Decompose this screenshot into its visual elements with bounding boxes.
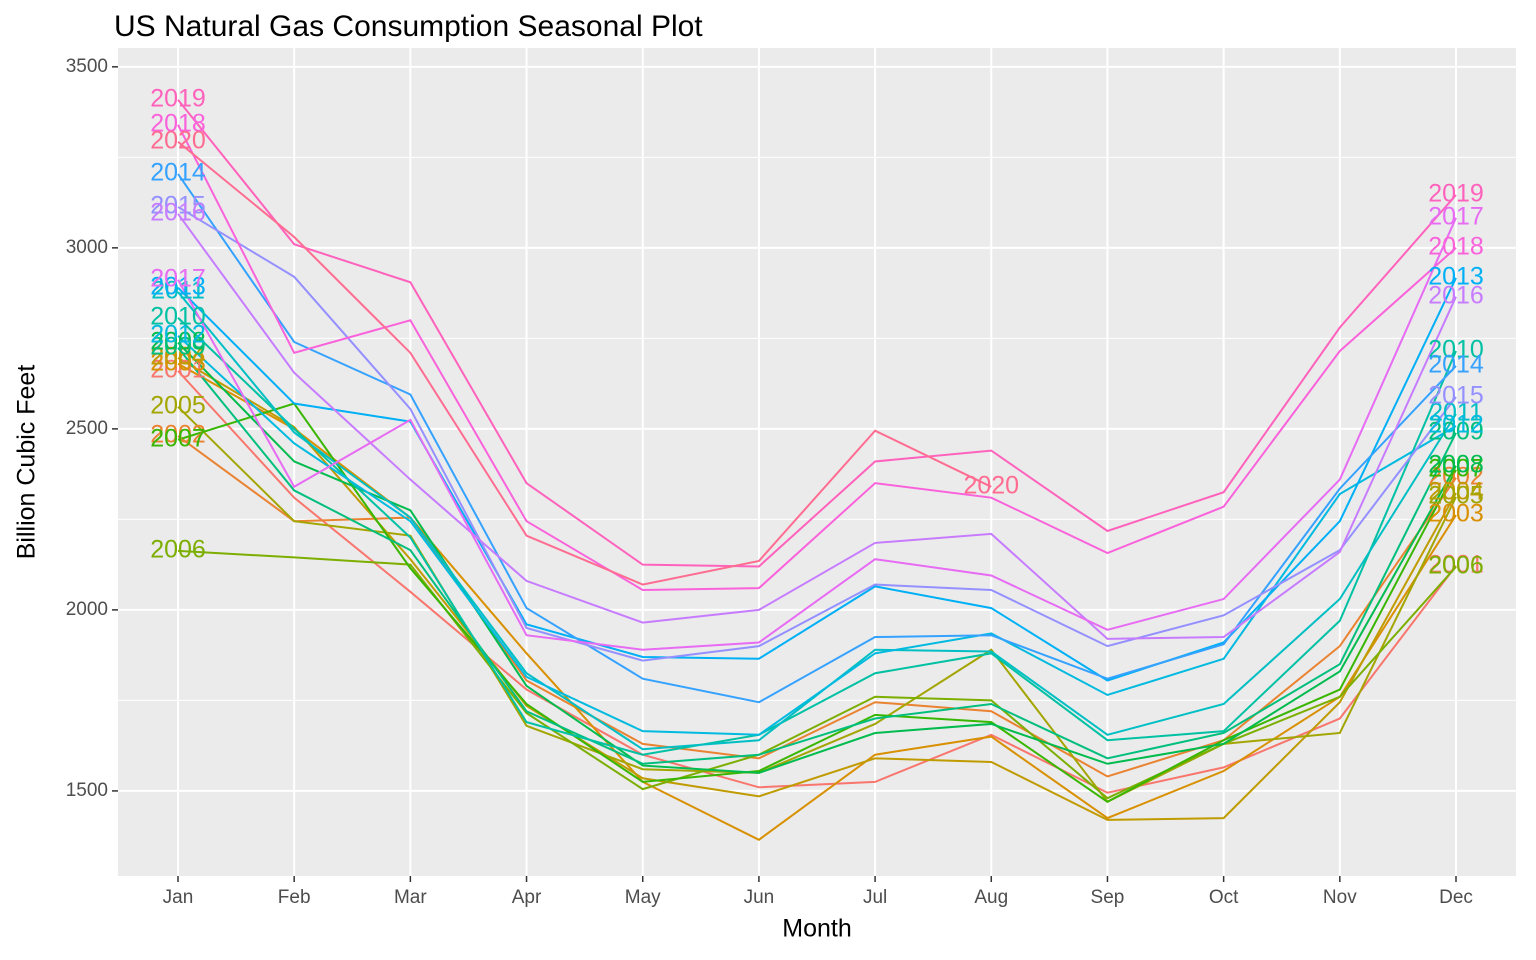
x-axis-label: Month xyxy=(782,915,851,943)
x-tick-label: Jan xyxy=(163,887,194,908)
series-line xyxy=(177,213,1457,640)
x-tick-label: Feb xyxy=(278,887,311,908)
series-label: 2015 xyxy=(1428,382,1484,410)
series-label: 2011 xyxy=(1429,399,1483,427)
y-tick-label: 3500 xyxy=(66,56,108,77)
series-label: 2003 xyxy=(150,348,206,376)
x-tick-label: Oct xyxy=(1209,887,1239,908)
series-line xyxy=(177,140,992,586)
series-label: 2002 xyxy=(1428,462,1484,490)
series-label: 2017 xyxy=(1428,202,1484,230)
series-label: 2012 xyxy=(150,320,206,348)
x-tick-label: Aug xyxy=(974,887,1008,908)
series-line xyxy=(177,206,1457,662)
x-tick-label: May xyxy=(625,887,661,908)
series-label: 2007 xyxy=(150,424,206,452)
series-label: 2008 xyxy=(1428,450,1484,478)
series-label: 2020 xyxy=(150,126,206,154)
series-label: 2016 xyxy=(150,198,206,226)
x-tick-label: Sep xyxy=(1091,887,1125,908)
series-line xyxy=(177,357,1457,821)
y-axis-label: Billion Cubic Feet xyxy=(13,365,41,560)
series-label: 2018 xyxy=(150,109,206,137)
chart-title: US Natural Gas Consumption Seasonal Plot xyxy=(114,10,703,43)
series-label: 2010 xyxy=(150,302,206,330)
series-label: 2002 xyxy=(150,421,206,449)
series-label: 2010 xyxy=(1428,336,1484,364)
series-line xyxy=(177,124,1457,591)
series-label: 2003 xyxy=(1428,500,1484,528)
series-line xyxy=(177,217,1457,651)
series-line xyxy=(177,99,1457,568)
series-line xyxy=(177,549,1457,800)
series-label: 2014 xyxy=(1428,350,1484,378)
series-label: 2005 xyxy=(150,391,206,419)
x-tick-label: Jun xyxy=(744,887,775,908)
series-label: 2013 xyxy=(150,272,206,300)
y-tick-label: 3000 xyxy=(66,237,108,258)
x-tick-label: Jul xyxy=(863,887,887,908)
series-label: 2016 xyxy=(1428,281,1484,309)
y-tick-label: 2500 xyxy=(66,418,108,439)
series-label: 2020 xyxy=(963,471,1019,499)
series-label: 2018 xyxy=(1428,232,1484,260)
series-label: 2014 xyxy=(150,159,206,187)
series-label: 2019 xyxy=(150,84,206,112)
series-label: 2004 xyxy=(150,343,206,371)
series-label: 2011 xyxy=(151,277,205,305)
series-label: 2001 xyxy=(150,356,206,384)
series-line xyxy=(177,406,1457,804)
series-label: 2012 xyxy=(1428,411,1484,439)
series-label: 2004 xyxy=(1428,478,1484,506)
series-label: 2007 xyxy=(1428,454,1484,482)
y-tick-label: 2000 xyxy=(66,599,108,620)
series-label: 2006 xyxy=(150,535,206,563)
series-label: 2001 xyxy=(1428,550,1484,578)
y-tick-label: 1500 xyxy=(66,780,108,801)
series-label: 2017 xyxy=(150,264,206,292)
series-label: 2006 xyxy=(1428,551,1484,579)
series-label: 2009 xyxy=(1428,417,1484,445)
x-tick-label: Dec xyxy=(1439,887,1473,908)
panel xyxy=(118,48,1516,876)
series-label: 2013 xyxy=(1428,263,1484,291)
x-tick-label: Nov xyxy=(1323,887,1357,908)
series-label: 2019 xyxy=(1428,180,1484,208)
series-label: 2015 xyxy=(150,192,206,220)
x-tick-label: Apr xyxy=(512,887,542,908)
series-line xyxy=(177,335,1457,736)
series-label: 2009 xyxy=(150,332,206,360)
series-label: 2008 xyxy=(150,327,206,355)
series-label: 2005 xyxy=(1428,482,1484,510)
x-tick-label: Mar xyxy=(394,887,427,908)
series-line xyxy=(177,347,1457,765)
series-line xyxy=(177,317,1457,756)
